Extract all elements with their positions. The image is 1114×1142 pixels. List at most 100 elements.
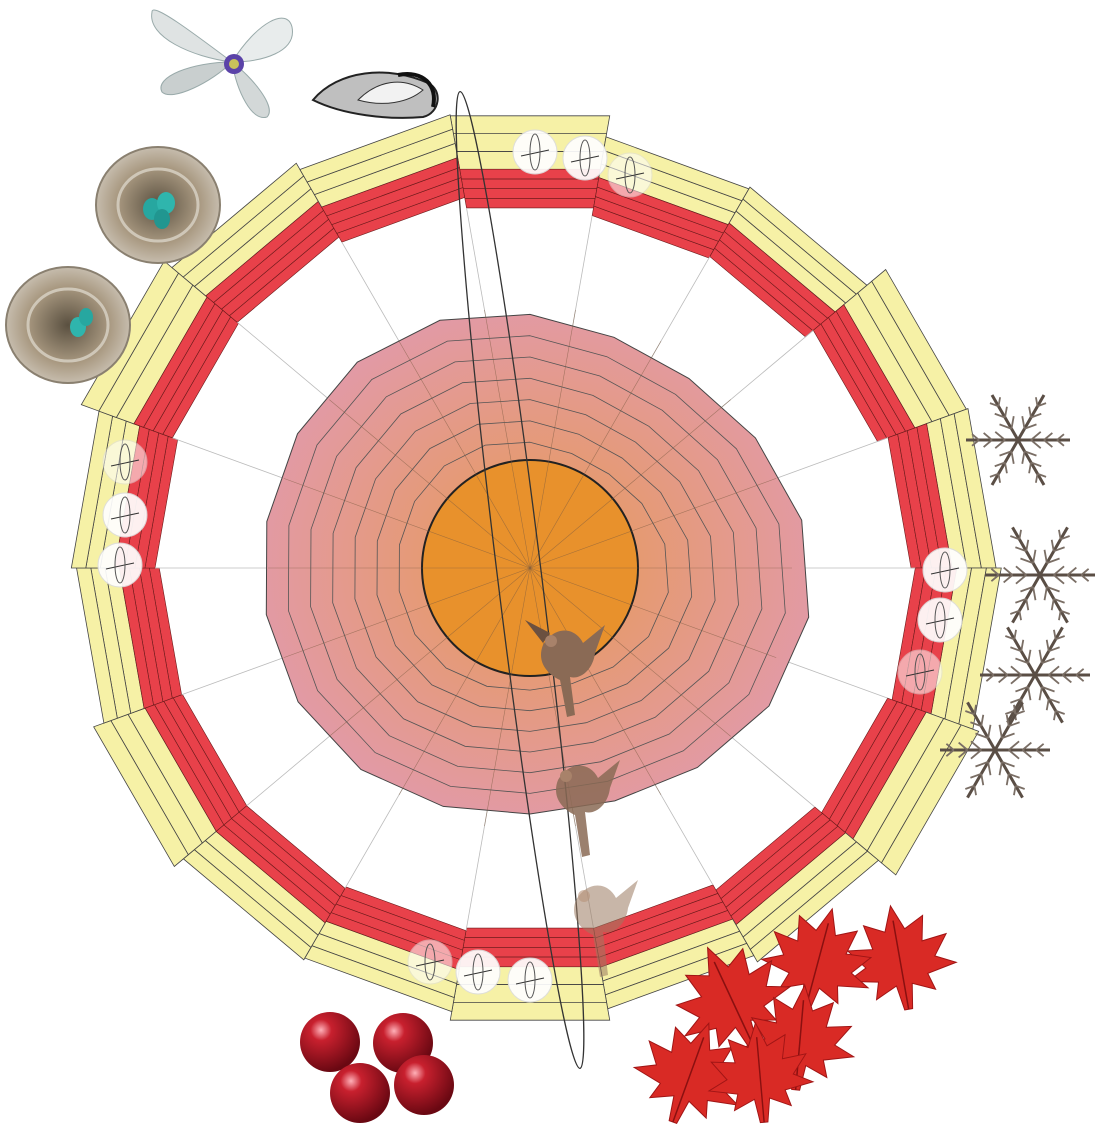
inner-spoke [398, 340, 531, 569]
phase-marker [917, 597, 963, 643]
nest-with-eggs-icon [95, 146, 221, 264]
phase-marker-ellipse [472, 953, 484, 991]
snowflake-branch [1025, 539, 1030, 552]
snowflake-branch [1053, 565, 1065, 576]
snowflake-branch [1030, 461, 1042, 468]
snowflake-arm [966, 701, 997, 751]
maple-leaf-group [632, 904, 958, 1124]
snowflake-branch [1008, 740, 1020, 751]
snowflake-branch [1004, 406, 1008, 418]
snowflake-branch [1058, 610, 1062, 621]
snowflake-branch [1043, 439, 1053, 448]
inner-spoke [529, 478, 777, 569]
snowflake-branch [1061, 666, 1072, 676]
snowflake-branch [985, 668, 995, 676]
snowflake-icon [980, 626, 1090, 724]
snowflake-branch [1005, 773, 1010, 786]
red-band-segment [461, 178, 599, 189]
phase-marker [607, 152, 653, 198]
snowflake-branch [1015, 574, 1027, 585]
phase-marker [922, 547, 968, 593]
snowflake-branch [1075, 668, 1085, 676]
phase-marker-ellipse [939, 551, 951, 589]
inner-spoke [529, 340, 662, 569]
snowflake-branch [1060, 535, 1070, 541]
phase-marker-ellipse [529, 133, 541, 171]
snowflake-branch [1013, 785, 1017, 796]
snowflake-branch [975, 761, 989, 768]
snowflake-branch [1048, 665, 1060, 676]
phase-marker-line [520, 149, 550, 157]
inner-polygon-ring [354, 399, 716, 732]
snowflake-branch [1053, 546, 1065, 553]
snowflake-branch [1015, 784, 1025, 790]
snowflake-branch [989, 472, 999, 478]
inner-spoke [484, 309, 531, 569]
snowflake-branch [1027, 686, 1032, 701]
inner-spoke [529, 567, 662, 796]
phase-marker-ellipse [119, 443, 131, 481]
snowflake-branch [1030, 412, 1042, 419]
snowflake-branch [990, 568, 1000, 576]
snowflake-branch [1058, 529, 1062, 540]
nest-with-eggs-icon [5, 266, 131, 384]
snowflake-branch [1010, 535, 1020, 541]
snowflake-branch [1024, 450, 1037, 457]
snowflake-branch [1015, 710, 1025, 716]
phase-marker-line [110, 459, 140, 467]
phase-marker-line [105, 562, 135, 570]
flower-icon [151, 9, 293, 118]
snowflake-branch [998, 724, 1003, 739]
snowflake-branch [1018, 529, 1022, 540]
phase-marker-ellipse [624, 156, 636, 194]
snowflake-arm [966, 749, 997, 799]
yellow-band-segment [880, 724, 980, 876]
snowflake-branch [1050, 598, 1055, 611]
inner-polygon-ring [287, 335, 786, 794]
yellow-band-segment [449, 1001, 611, 1021]
snowflake-branch [1066, 574, 1077, 584]
maple-leaf-shape [846, 904, 958, 1011]
snowflake-branch [975, 732, 989, 739]
snowflake-branch [1045, 698, 1050, 711]
snowflake-branch [1008, 772, 1020, 779]
phase-marker [897, 649, 943, 695]
snowflake-branch [1015, 546, 1027, 553]
inner-spoke [529, 399, 731, 569]
snowflake-branch [1021, 416, 1026, 429]
snowflake-branch [980, 714, 985, 727]
phase-marker-line [905, 669, 935, 677]
phase-marker-ellipse [579, 139, 591, 177]
phase-marker [455, 949, 501, 995]
sparrow-icon [525, 620, 605, 717]
snowflake-branch [1010, 674, 1022, 685]
snowflake-branch [1035, 473, 1039, 483]
snowflake-branch [980, 773, 985, 786]
snowflake-arm [1038, 526, 1069, 576]
snowflake-branch [1050, 539, 1055, 552]
snowflake-branch [997, 397, 1001, 407]
snowflake-branch [1053, 597, 1065, 604]
snowflake-branch [1027, 649, 1032, 664]
snowflake-branch [1013, 629, 1017, 640]
snowflake-branch [970, 749, 982, 760]
inner-spoke [283, 567, 531, 658]
red-band-segment [464, 197, 596, 209]
snowflake-branch [1048, 646, 1060, 653]
snowflake-branch [971, 433, 980, 441]
snowflake-branch [1080, 568, 1090, 576]
snowflake-branch [1032, 586, 1037, 601]
snowflake-branch [987, 724, 992, 739]
phase-marker-ellipse [524, 961, 536, 999]
snowflake-branch [1035, 397, 1039, 407]
snowflake-branch [983, 439, 993, 448]
snowflake-branch [1055, 709, 1065, 715]
snowflake-icon [985, 526, 1095, 624]
snowflake-branch [1035, 743, 1045, 751]
phase-marker-ellipse [424, 943, 436, 981]
snowflake-branch [990, 574, 1000, 582]
snowflake-branch [1005, 709, 1015, 715]
phase-marker [407, 939, 453, 985]
phase-marker-ellipse [914, 653, 926, 691]
